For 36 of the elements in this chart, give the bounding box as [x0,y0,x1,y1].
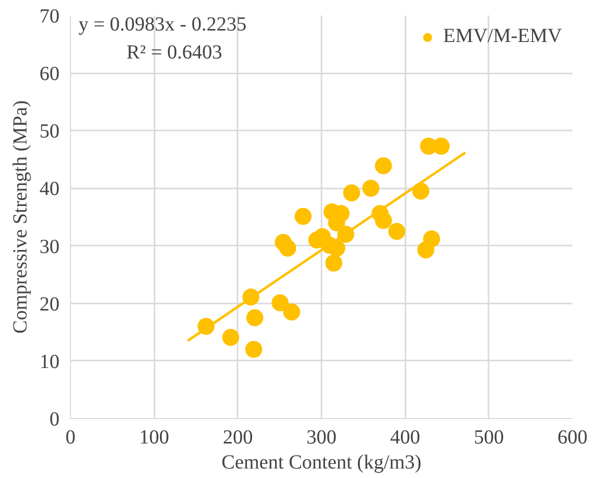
point [325,254,342,272]
point [374,157,392,174]
x-tick-label: 0 [66,426,76,448]
x-axis-title: Cement Content (kg/m3) [222,452,422,474]
y-tick-label: 70 [40,6,60,28]
x-tick-label: 100 [139,426,170,448]
point [362,180,380,197]
y-tick-label: 40 [40,178,60,200]
point [294,208,312,225]
y-axis-title: Compressive Strength (MPa) [10,100,32,334]
x-tick-label: 200 [222,426,253,448]
point [423,230,440,248]
point [272,294,289,312]
point [432,138,450,155]
x-tick-label: 600 [558,426,588,448]
legend-label: EMV/M-EMV [443,25,562,48]
point [222,328,240,346]
point [412,182,430,200]
point [283,304,300,320]
y-tick-label: 20 [40,293,60,316]
x-tick-label: 500 [474,426,504,448]
point [343,184,360,202]
annotation: y = 0.0983x - 0.2235 [78,14,246,36]
point [245,340,262,358]
point [388,222,406,240]
x-tick-label: 400 [390,426,420,448]
annotation: R² = 0.6403 [126,42,222,64]
y-tick-label: 0 [50,408,60,430]
y-tick-label: 30 [40,236,60,258]
point [246,309,264,326]
y-tick-label: 60 [40,63,60,86]
point [374,212,392,229]
point [279,240,296,257]
x-tick-label: 300 [306,426,336,448]
y-tick-label: 10 [40,350,60,373]
y-tick-label: 50 [40,120,60,143]
